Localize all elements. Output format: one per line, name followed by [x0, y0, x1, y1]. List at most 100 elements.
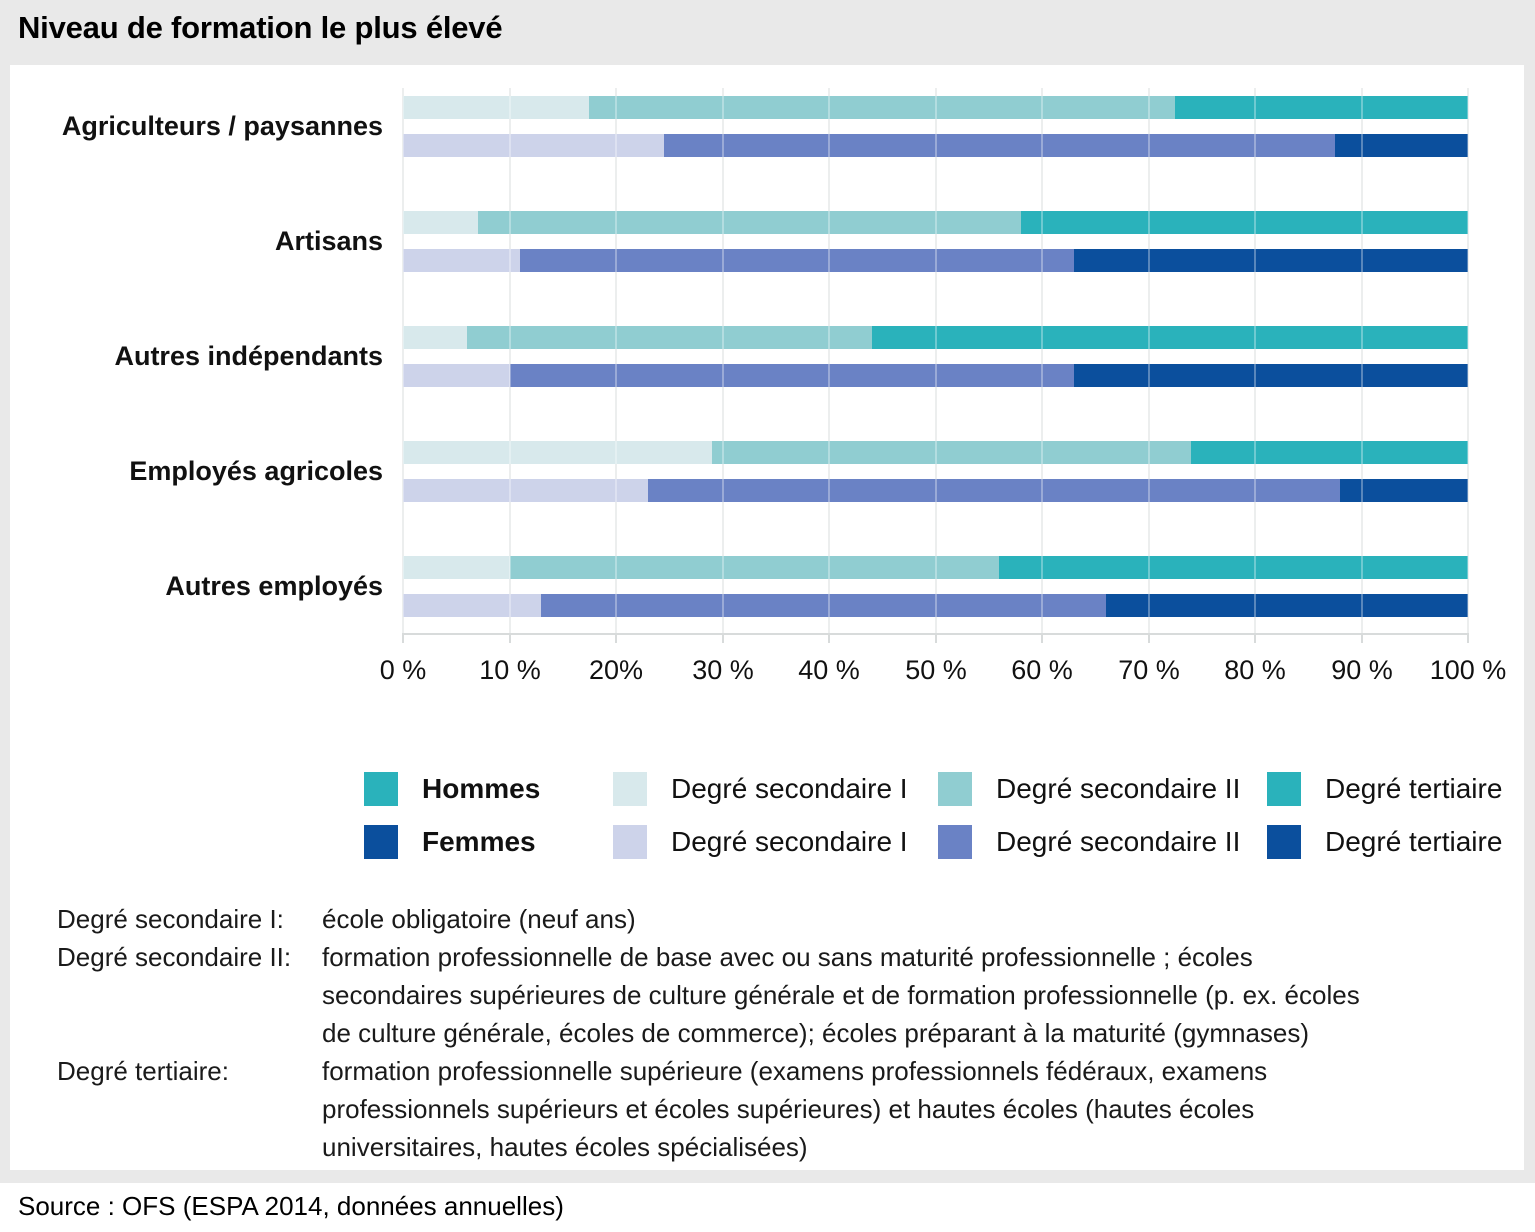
bar-autres-independants-hommes — [403, 326, 1468, 349]
segment-autres-employes-hommes-sec2 — [509, 556, 1000, 579]
legend-swatch-femmes-sec2 — [938, 825, 972, 859]
category-label-autres-employes: Autres employés — [165, 571, 383, 601]
legend-item-hommes-0: Hommes — [364, 771, 540, 807]
segment-employes-agricoles-hommes-tert — [1191, 441, 1468, 464]
segment-autres-independants-hommes-tert — [871, 326, 1468, 349]
bar-artisans-hommes — [403, 211, 1468, 234]
footnote-line-1-1: secondaires supérieures de culture génér… — [322, 980, 1360, 1010]
footnote-text-0: école obligatoire (neuf ans) — [322, 900, 1517, 938]
category-label-autres-independants: Autres indépendants — [114, 341, 383, 371]
segment-employes-agricoles-femmes-tert — [1340, 479, 1468, 502]
legend-swatch-femmes-tert — [1267, 825, 1301, 859]
x-tick-label-20: 20% — [588, 655, 644, 685]
axis-tick-10 — [509, 633, 511, 643]
bar-autres-independants-femmes — [403, 364, 1468, 387]
segment-agriculteurs-paysannes-femmes-tert — [1334, 134, 1468, 157]
gridline-100 — [1467, 88, 1469, 633]
segment-agriculteurs-paysannes-femmes-sec1 — [403, 134, 664, 157]
footnote-line-1-2: de culture générale, écoles de commerce)… — [322, 1018, 1310, 1048]
legend-swatch-hommes-sec2 — [938, 772, 972, 806]
source-text: Source : OFS (ESPA 2014, données annuell… — [18, 1191, 564, 1221]
x-tick-label-90: 90 % — [1331, 655, 1393, 685]
segment-agriculteurs-paysannes-hommes-tert — [1175, 96, 1468, 119]
segment-employes-agricoles-femmes-sec1 — [403, 479, 648, 502]
legend-label-femmes-3: Degré tertiaire — [1325, 826, 1503, 857]
segment-agriculteurs-paysannes-femmes-sec2 — [663, 134, 1335, 157]
legend-swatch-hommes-sec1 — [613, 772, 647, 806]
segment-artisans-femmes-sec2 — [520, 249, 1074, 272]
gridline-40 — [828, 88, 830, 633]
x-tick-label-60: 60 % — [1011, 655, 1073, 685]
axis-tick-40 — [828, 633, 830, 643]
legend-swatch-femmes-tert — [364, 825, 398, 859]
footnote-line-2-1: professionnels supérieurs et écoles supé… — [322, 1094, 1255, 1124]
footnote-line-2-2: universitaires, hautes écoles spécialisé… — [322, 1132, 808, 1162]
gridline-80 — [1254, 88, 1256, 633]
legend-item-femmes-0: Femmes — [364, 824, 536, 860]
legend-swatch-hommes-tert — [1267, 772, 1301, 806]
legend-label-hommes-1: Degré secondaire I — [671, 773, 908, 804]
gridlines-layer — [402, 88, 1469, 643]
segment-artisans-femmes-tert — [1073, 249, 1468, 272]
segment-autres-employes-femmes-sec1 — [403, 594, 542, 617]
category-label-employes-agricoles: Employés agricoles — [129, 456, 383, 486]
axis-tick-20 — [615, 633, 617, 643]
footnote-text-2: formation professionnelle supérieure (ex… — [322, 1052, 1517, 1166]
segment-autres-employes-hommes-tert — [999, 556, 1468, 579]
plot-area — [402, 88, 1469, 643]
segment-employes-agricoles-hommes-sec2 — [711, 441, 1192, 464]
legend-swatch-femmes-sec1 — [613, 825, 647, 859]
footnote-line-2-0: formation professionnelle supérieure (ex… — [322, 1056, 1268, 1086]
bars-layer — [403, 88, 1468, 633]
footnote-label-2: Degré tertiaire: — [57, 1056, 229, 1086]
segment-autres-independants-femmes-tert — [1073, 364, 1468, 387]
footnote-label-0: Degré secondaire I: — [57, 904, 284, 934]
gridline-90 — [1361, 88, 1363, 633]
footnote-text-1: formation professionnelle de base avec o… — [322, 938, 1517, 1052]
legend-label-femmes-2: Degré secondaire II — [996, 826, 1241, 857]
footnote-row-2: Degré tertiaire: formation professionnell… — [57, 1052, 1517, 1166]
gridline-60 — [1041, 88, 1043, 633]
segment-agriculteurs-paysannes-hommes-sec2 — [589, 96, 1176, 119]
segment-autres-independants-hommes-sec2 — [466, 326, 872, 349]
bar-agriculteurs-paysannes-femmes — [403, 134, 1468, 157]
bar-agriculteurs-paysannes-hommes — [403, 96, 1468, 119]
gridline-0 — [402, 88, 404, 633]
segment-autres-independants-hommes-sec1 — [403, 326, 467, 349]
segment-autres-employes-femmes-sec2 — [541, 594, 1106, 617]
x-tick-label-80: 80 % — [1224, 655, 1286, 685]
x-tick-label-50: 50 % — [905, 655, 967, 685]
bar-autres-employes-femmes — [403, 594, 1468, 617]
x-tick-label-100: 100 % — [1429, 655, 1507, 685]
x-tick-label-30: 30 % — [692, 655, 754, 685]
x-tick-label-10: 10 % — [479, 655, 541, 685]
axis-tick-50 — [935, 633, 937, 643]
gridline-10 — [509, 88, 511, 633]
legend-label-hommes-3: Degré tertiaire — [1325, 773, 1503, 804]
axis-tick-70 — [1148, 633, 1150, 643]
gridline-70 — [1148, 88, 1150, 633]
axis-tick-100 — [1467, 633, 1469, 643]
segment-artisans-hommes-sec2 — [477, 211, 1021, 234]
bar-employes-agricoles-hommes — [403, 441, 1468, 464]
legend-label-hommes-0: Hommes — [422, 773, 541, 804]
legend-swatch-hommes-tert — [364, 772, 398, 806]
axis-tick-60 — [1041, 633, 1043, 643]
bar-employes-agricoles-femmes — [403, 479, 1468, 502]
legend-label-femmes-1: Degré secondaire I — [671, 826, 908, 857]
footnote-label-1: Degré secondaire II: — [57, 942, 292, 972]
legend-item-hommes-2: Degré secondaire II — [938, 771, 1240, 807]
gridline-50 — [935, 88, 937, 633]
segment-autres-independants-femmes-sec2 — [509, 364, 1074, 387]
axis-tick-30 — [722, 633, 724, 643]
segment-autres-independants-femmes-sec1 — [403, 364, 510, 387]
legend-item-femmes-1: Degré secondaire I — [613, 824, 908, 860]
x-tick-label-70: 70 % — [1118, 655, 1180, 685]
gridline-20 — [615, 88, 617, 633]
category-label-artisans: Artisans — [274, 226, 383, 256]
segment-agriculteurs-paysannes-hommes-sec1 — [403, 96, 590, 119]
legend-label-hommes-2: Degré secondaire II — [996, 773, 1241, 804]
axis-tick-0 — [402, 633, 404, 643]
footnote-line-0-0: école obligatoire (neuf ans) — [322, 904, 636, 934]
bar-artisans-femmes — [403, 249, 1468, 272]
